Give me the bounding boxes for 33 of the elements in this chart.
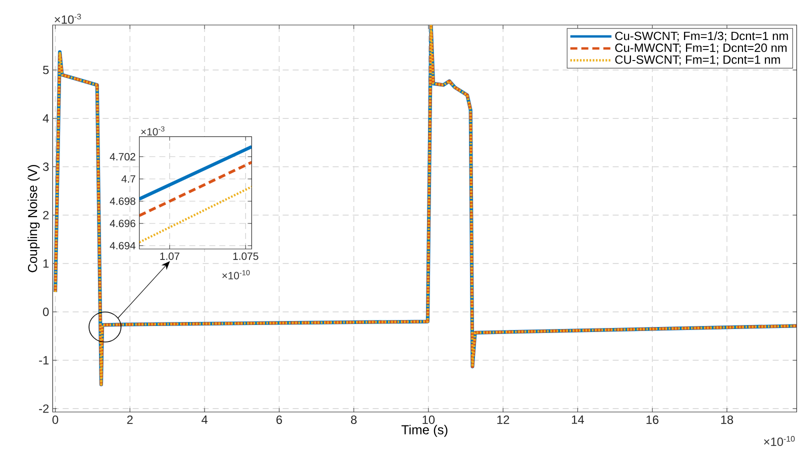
y-tick-label: 3 <box>42 162 49 171</box>
y-tick-label: 4 <box>42 114 49 122</box>
y-tick-label: -2 <box>39 404 49 413</box>
x-tick-label: 6 <box>276 416 282 424</box>
x-tick-label: 16 <box>646 416 658 424</box>
legend-label: Cu-MWCNT; Fm=1; Dcnt=20 nm <box>615 44 787 54</box>
y-tick-label: -1 <box>39 356 49 364</box>
legend-label: Cu-SWCNT; Fm=1/3; Dcnt=1 nm <box>615 31 788 42</box>
x-tick-label: 1.07 <box>160 252 180 260</box>
x-tick-label: 8 <box>351 416 357 424</box>
y-tick-label: 4.696 <box>110 220 136 228</box>
x-tick-label: 14 <box>572 416 584 424</box>
x-tick-label: 0 <box>52 416 58 424</box>
x-tick-label: 1.075 <box>233 252 258 260</box>
x-axis-title: Time (s) <box>402 424 448 437</box>
y-tick-label: 1 <box>43 259 49 268</box>
y-tick-label: 4.698 <box>110 197 136 205</box>
x-tick-label: 10 <box>422 416 435 424</box>
text: ×10$^{-10}$ <box>764 436 795 446</box>
x-tick-label: 12 <box>497 416 510 424</box>
y-tick-label: 4.702 <box>110 153 136 160</box>
text: ×10$^{-3}$ <box>54 14 81 24</box>
y-tick-label: 2 <box>43 210 49 220</box>
x-tick-label: 18 <box>721 416 734 424</box>
annotation: ×10$^{-10}$ <box>222 270 250 280</box>
x-tick-label: 4 <box>202 416 208 424</box>
annotation: ×10$^{-3}$ <box>141 126 164 136</box>
y-tick-label: 4.694 <box>110 242 136 250</box>
y-tick-label: 4.7 <box>121 175 136 183</box>
y-tick-label: 5 <box>43 66 49 74</box>
legend-label: CU-SWCNT; Fm=1; Dcnt=1 nm <box>615 55 780 66</box>
y-tick-label: 0 <box>43 308 49 316</box>
y-axis-title: Coupling Noise (V) <box>28 164 40 272</box>
